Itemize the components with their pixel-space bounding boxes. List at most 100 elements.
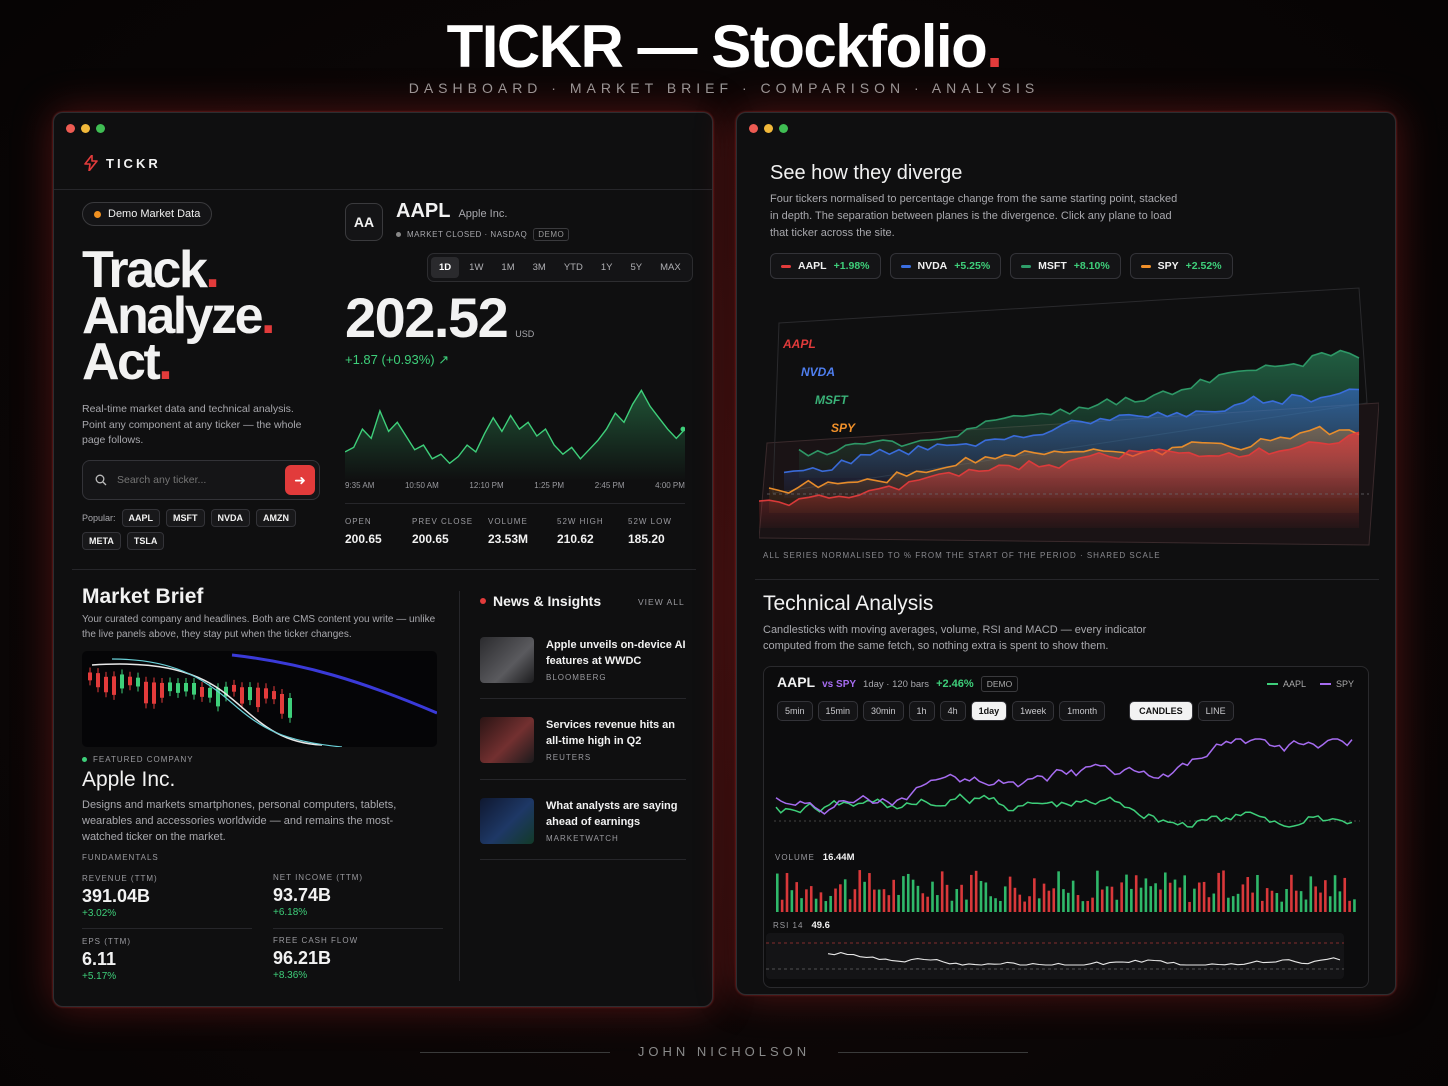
plane-label-nvda[interactable]: NVDA bbox=[801, 365, 836, 379]
volume-bar bbox=[868, 873, 871, 912]
minimize-dot[interactable] bbox=[764, 123, 773, 133]
mode-line[interactable]: LINE bbox=[1197, 701, 1234, 721]
fundamentals-label: FUNDAMENTALS bbox=[82, 853, 159, 862]
volume-bar bbox=[1047, 890, 1051, 912]
volume-bar bbox=[1042, 883, 1046, 912]
illustration-candle bbox=[168, 682, 172, 692]
volume-bar bbox=[1018, 894, 1022, 912]
volume-bar bbox=[1028, 896, 1031, 912]
interval-1day[interactable]: 1day bbox=[970, 701, 1008, 721]
interval-30min[interactable]: 30min bbox=[863, 701, 904, 721]
demo-data-pill: Demo Market Data bbox=[82, 202, 213, 226]
page-title: TICKR — Stockfolio. bbox=[446, 13, 1003, 80]
volume-bar bbox=[1290, 874, 1293, 912]
popular-chip[interactable]: TSLA bbox=[126, 532, 165, 550]
news-item[interactable]: What analysts are saying ahead of earnin… bbox=[480, 798, 686, 844]
arrow-right-icon: ➜ bbox=[294, 471, 306, 488]
volume-chart bbox=[776, 870, 1356, 912]
time-axis: 9:35 AM 10:50 AM 12:10 PM 1:25 PM 2:45 P… bbox=[345, 481, 685, 490]
minimize-dot[interactable] bbox=[81, 123, 90, 133]
interval-5min[interactable]: 5min bbox=[777, 701, 813, 721]
close-dot[interactable] bbox=[66, 123, 75, 133]
ticker-logo: AA bbox=[345, 203, 383, 241]
news-source: BLOOMBERG bbox=[546, 673, 607, 682]
news-item[interactable]: Apple unveils on-device AI features at W… bbox=[480, 637, 686, 683]
legend-nvda[interactable]: NVDA +5.25% bbox=[889, 253, 1002, 279]
timeframe-1y[interactable]: 1Y bbox=[600, 262, 613, 273]
volume-bar bbox=[1328, 896, 1332, 912]
volume-bar bbox=[1100, 889, 1104, 912]
timeframe-max[interactable]: MAX bbox=[660, 262, 681, 273]
featured-label: FEATURED COMPANY bbox=[93, 755, 194, 764]
mode-candles[interactable]: CANDLES bbox=[1129, 701, 1193, 721]
volume-bar bbox=[965, 899, 968, 912]
timeframe-1w[interactable]: 1W bbox=[469, 262, 484, 273]
volume-bar bbox=[1003, 886, 1007, 912]
illustration-candle bbox=[192, 682, 196, 695]
illustration-candle bbox=[264, 688, 268, 699]
volume-bar bbox=[1120, 882, 1123, 912]
ta-demo-badge: DEMO bbox=[980, 676, 1019, 692]
volume-label: VOLUME bbox=[775, 853, 815, 862]
maximize-dot[interactable] bbox=[779, 123, 788, 133]
rsi-chart bbox=[766, 933, 1344, 979]
illustration-candle bbox=[216, 688, 220, 707]
view-all-link[interactable]: VIEW ALL bbox=[638, 597, 685, 607]
volume-bar bbox=[1299, 891, 1303, 912]
popular-chip[interactable]: META bbox=[82, 532, 121, 550]
legend-aapl[interactable]: AAPL +1.98% bbox=[770, 253, 881, 279]
window-titlebar bbox=[737, 113, 1395, 143]
volume-bar bbox=[989, 896, 992, 912]
volume-bar bbox=[1270, 890, 1274, 912]
legend-msft[interactable]: MSFT +8.10% bbox=[1010, 253, 1121, 279]
volume-bar bbox=[1139, 887, 1143, 912]
timeframe-5y[interactable]: 5Y bbox=[630, 262, 643, 273]
timeframe-3m[interactable]: 3M bbox=[532, 262, 546, 273]
illustration-candle bbox=[280, 693, 284, 714]
close-dot[interactable] bbox=[749, 123, 758, 133]
news-title: News & Insights bbox=[493, 593, 602, 609]
timeframe-1m[interactable]: 1M bbox=[501, 262, 515, 273]
volume-bar bbox=[887, 895, 891, 912]
volume-bar bbox=[824, 901, 828, 912]
diverge-3d-chart[interactable] bbox=[759, 283, 1379, 548]
ticker-search[interactable]: ➜ bbox=[82, 460, 320, 500]
volume-bar bbox=[911, 879, 915, 912]
volume-bar bbox=[1081, 901, 1085, 912]
interval-1h[interactable]: 1h bbox=[908, 701, 935, 721]
brand-logo[interactable]: TICKR bbox=[84, 155, 161, 171]
ta-compare[interactable]: vs SPY bbox=[822, 679, 857, 690]
interval-1month[interactable]: 1month bbox=[1059, 701, 1106, 721]
timeframe-ytd[interactable]: YTD bbox=[563, 262, 583, 273]
plane-label-aapl[interactable]: AAPL bbox=[783, 337, 816, 351]
popular-tickers: Popular: AAPL MSFT NVDA AMZN META TSLA bbox=[82, 509, 327, 550]
popular-chip[interactable]: MSFT bbox=[166, 509, 205, 527]
news-item[interactable]: Services revenue hits an all-time high i… bbox=[480, 717, 686, 763]
search-input[interactable] bbox=[117, 474, 285, 486]
featured-company-desc: Designs and markets smartphones, persona… bbox=[82, 799, 397, 843]
plane-label-spy[interactable]: SPY bbox=[831, 421, 856, 435]
rsi-value: 49.6 bbox=[811, 920, 830, 931]
popular-chip[interactable]: NVDA bbox=[210, 509, 251, 527]
fundamental-eps: EPS (TTM) 6.11 +5.17% bbox=[82, 937, 131, 982]
timeframe-1d[interactable]: 1D bbox=[431, 257, 460, 278]
illustration-candle bbox=[256, 687, 260, 708]
volume-bar bbox=[921, 893, 925, 912]
interval-1week[interactable]: 1week bbox=[1012, 701, 1055, 721]
search-icon bbox=[95, 474, 107, 486]
popular-chip[interactable]: AAPL bbox=[121, 509, 161, 527]
interval-15min[interactable]: 15min bbox=[817, 701, 859, 721]
plane-labels: AAPL NVDA MSFT SPY bbox=[783, 330, 855, 442]
illustration-candle bbox=[160, 682, 164, 698]
interval-4h[interactable]: 4h bbox=[939, 701, 966, 721]
volume-bar bbox=[1319, 892, 1322, 912]
search-submit-button[interactable]: ➜ bbox=[285, 465, 315, 495]
volume-bar bbox=[906, 873, 910, 912]
ta-desc: Candlesticks with moving averages, volum… bbox=[763, 624, 1147, 652]
maximize-dot[interactable] bbox=[96, 123, 105, 133]
plane-label-msft[interactable]: MSFT bbox=[815, 393, 848, 407]
legend-spy[interactable]: SPY +2.52% bbox=[1129, 253, 1233, 279]
legend-aapl-label: AAPL bbox=[1282, 679, 1306, 689]
popular-chip[interactable]: AMZN bbox=[256, 509, 297, 527]
illustration-candle bbox=[176, 683, 180, 693]
